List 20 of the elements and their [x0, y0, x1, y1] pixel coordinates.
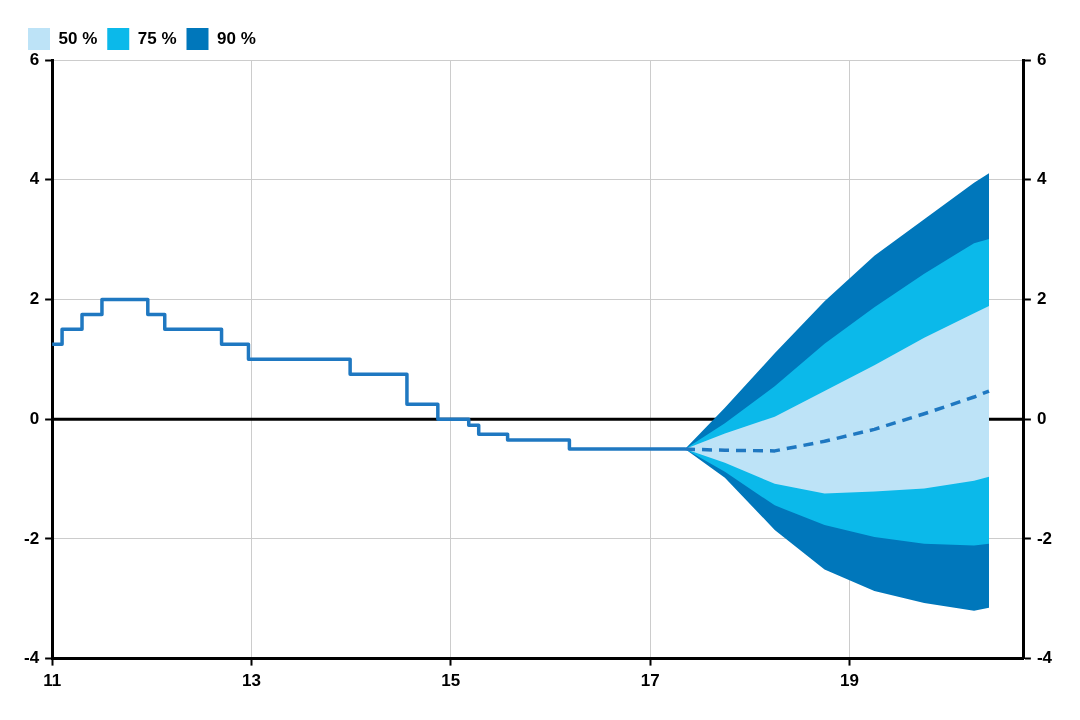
y-tick-label: -2 — [23, 528, 40, 548]
legend-label: 50 % — [58, 28, 98, 48]
x-tick-label: 17 — [640, 671, 660, 691]
x-tick-label: 11 — [43, 671, 62, 691]
x-tick-label: 13 — [241, 671, 261, 691]
y-tick-label: 6 — [29, 49, 40, 69]
y-tick-label: 0 — [29, 408, 40, 428]
y2-tick-label: 2 — [1036, 289, 1047, 309]
legend-label: 90 % — [217, 28, 256, 48]
y2-tick-label: 0 — [1036, 408, 1047, 428]
y2-tick-label: -2 — [1036, 528, 1053, 548]
x-tick-label: 19 — [840, 671, 859, 691]
y2-tick-label: -4 — [1036, 648, 1053, 668]
y-tick-label: 4 — [29, 169, 40, 189]
y2-tick-label: 4 — [1036, 169, 1047, 189]
legend-label: 75 % — [137, 28, 177, 48]
y2-tick-label: 6 — [1036, 49, 1047, 69]
y-tick-label: 2 — [29, 289, 40, 309]
y-tick-label: -4 — [23, 648, 40, 668]
x-tick-label: 15 — [441, 671, 461, 691]
